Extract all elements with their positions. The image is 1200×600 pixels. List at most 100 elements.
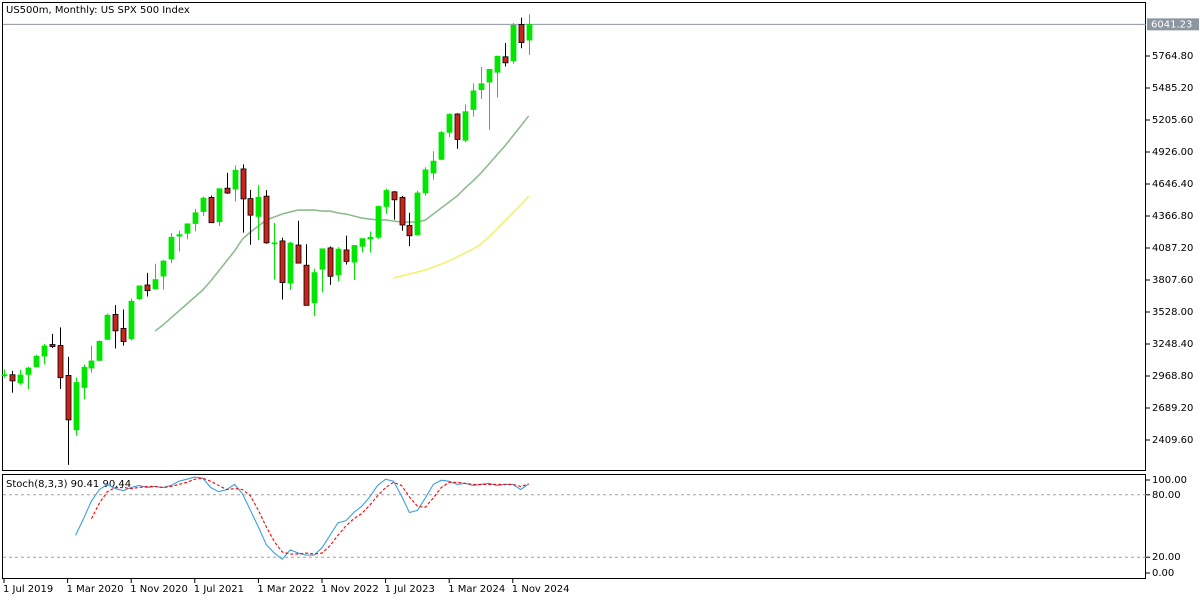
x-tick-label: 1 Jul 2021 (194, 584, 244, 595)
candle-body (446, 114, 453, 133)
candle-body (152, 279, 159, 290)
candle-body (526, 23, 533, 41)
candle-body (25, 367, 32, 375)
y-tick-label: 0.00 (1152, 568, 1174, 579)
candle-body (120, 327, 127, 342)
candle-body (414, 192, 421, 236)
candle-body (112, 313, 119, 332)
candle-body (88, 360, 95, 369)
candle-body (502, 56, 509, 64)
candle-body (136, 285, 143, 300)
candle-body (247, 198, 254, 216)
candle-body (478, 83, 485, 91)
candle-body (104, 314, 111, 340)
x-tick-label: 1 Nov 2024 (512, 584, 570, 595)
candle-body (335, 248, 342, 276)
x-tick-label: 1 Nov 2020 (130, 584, 188, 595)
y-tick-label: 100.00 (1152, 475, 1187, 486)
candle-body (73, 382, 80, 431)
candle-body (303, 264, 310, 306)
x-tick-label: 1 Mar 2020 (67, 584, 124, 595)
x-tick-label: 1 Mar 2024 (448, 584, 505, 595)
candle-body (391, 191, 398, 201)
candle-body (295, 244, 302, 264)
candle-body (486, 68, 493, 83)
candle-body (271, 242, 278, 245)
y-tick-label: 4087.20 (1152, 243, 1193, 254)
candle-body (200, 197, 207, 212)
stoch-title: Stoch(8,3,3) 90.41 90.44 (6, 479, 131, 490)
candle-body (57, 345, 64, 379)
candle-body (232, 169, 239, 190)
candle-body (462, 111, 469, 141)
y-tick-label: 2968.80 (1152, 371, 1193, 382)
y-tick-label: 2689.20 (1152, 403, 1193, 414)
candle-body (41, 345, 48, 357)
candle-body (81, 366, 88, 388)
candle-body (208, 197, 215, 224)
stoch-frame (2, 474, 1146, 579)
y-tick-label: 80.00 (1152, 490, 1181, 501)
x-tick-label: 1 Jul 2023 (385, 584, 435, 595)
candle-body (494, 55, 501, 73)
moving-average (154, 115, 530, 332)
candle-body (351, 245, 358, 263)
y-tick-label: 4366.80 (1152, 211, 1193, 222)
last-price-box (1147, 18, 1199, 31)
candle-body (375, 206, 382, 238)
candle-body (144, 284, 151, 292)
candle-body (255, 196, 262, 217)
y-tick-label: 5485.20 (1152, 83, 1193, 94)
candle-body (343, 249, 350, 262)
candle-body (96, 341, 103, 361)
candle-body (510, 25, 517, 62)
y-tick-label: 5764.80 (1152, 51, 1193, 62)
x-tick-label: 1 Nov 2022 (321, 584, 379, 595)
stoch-line (75, 476, 530, 561)
candle-body (438, 132, 445, 160)
y-tick-label: 2409.60 (1152, 435, 1193, 446)
candle-body (216, 188, 223, 223)
candle-body (17, 374, 24, 384)
candle-body (359, 238, 366, 247)
candle-body (160, 260, 167, 277)
candle-body (383, 190, 390, 207)
candle-body (518, 24, 525, 43)
candle-body (287, 242, 294, 284)
candle-body (470, 90, 477, 110)
y-tick-label: 20.00 (1152, 552, 1181, 563)
candle-body (49, 344, 56, 347)
candle-body (128, 300, 135, 339)
y-tick-label: 5205.60 (1152, 115, 1193, 126)
y-tick-label: 4926.00 (1152, 147, 1193, 158)
y-tick-label: 3248.40 (1152, 339, 1193, 350)
candle-body (1, 374, 8, 377)
candle-body (327, 247, 334, 277)
stoch-line (90, 477, 529, 555)
x-tick-label: 1 Jul 2019 (3, 584, 53, 595)
candle-body (399, 196, 406, 226)
candle-body (430, 160, 437, 174)
y-tick-label: 3528.00 (1152, 307, 1193, 318)
candle-body (406, 225, 413, 237)
candle-body (33, 355, 40, 368)
candle-body (168, 236, 175, 260)
x-tick-label: 1 Mar 2022 (257, 584, 314, 595)
y-tick-label: 4646.40 (1152, 179, 1193, 190)
candle-body (184, 223, 191, 234)
candle-body (367, 236, 374, 240)
candle-body (9, 374, 16, 382)
candle-body (454, 113, 461, 140)
candle-body (263, 195, 270, 244)
candle-body (192, 212, 199, 224)
last-price-label: 6041.23 (1151, 19, 1192, 30)
candle-body (224, 187, 231, 194)
candle-body (279, 240, 286, 283)
candle-body (240, 168, 247, 200)
chart-title: US500m, Monthly: US SPX 500 Index (6, 5, 190, 16)
moving-average (393, 195, 530, 279)
candle-body (422, 169, 429, 194)
candle-body (319, 248, 326, 270)
